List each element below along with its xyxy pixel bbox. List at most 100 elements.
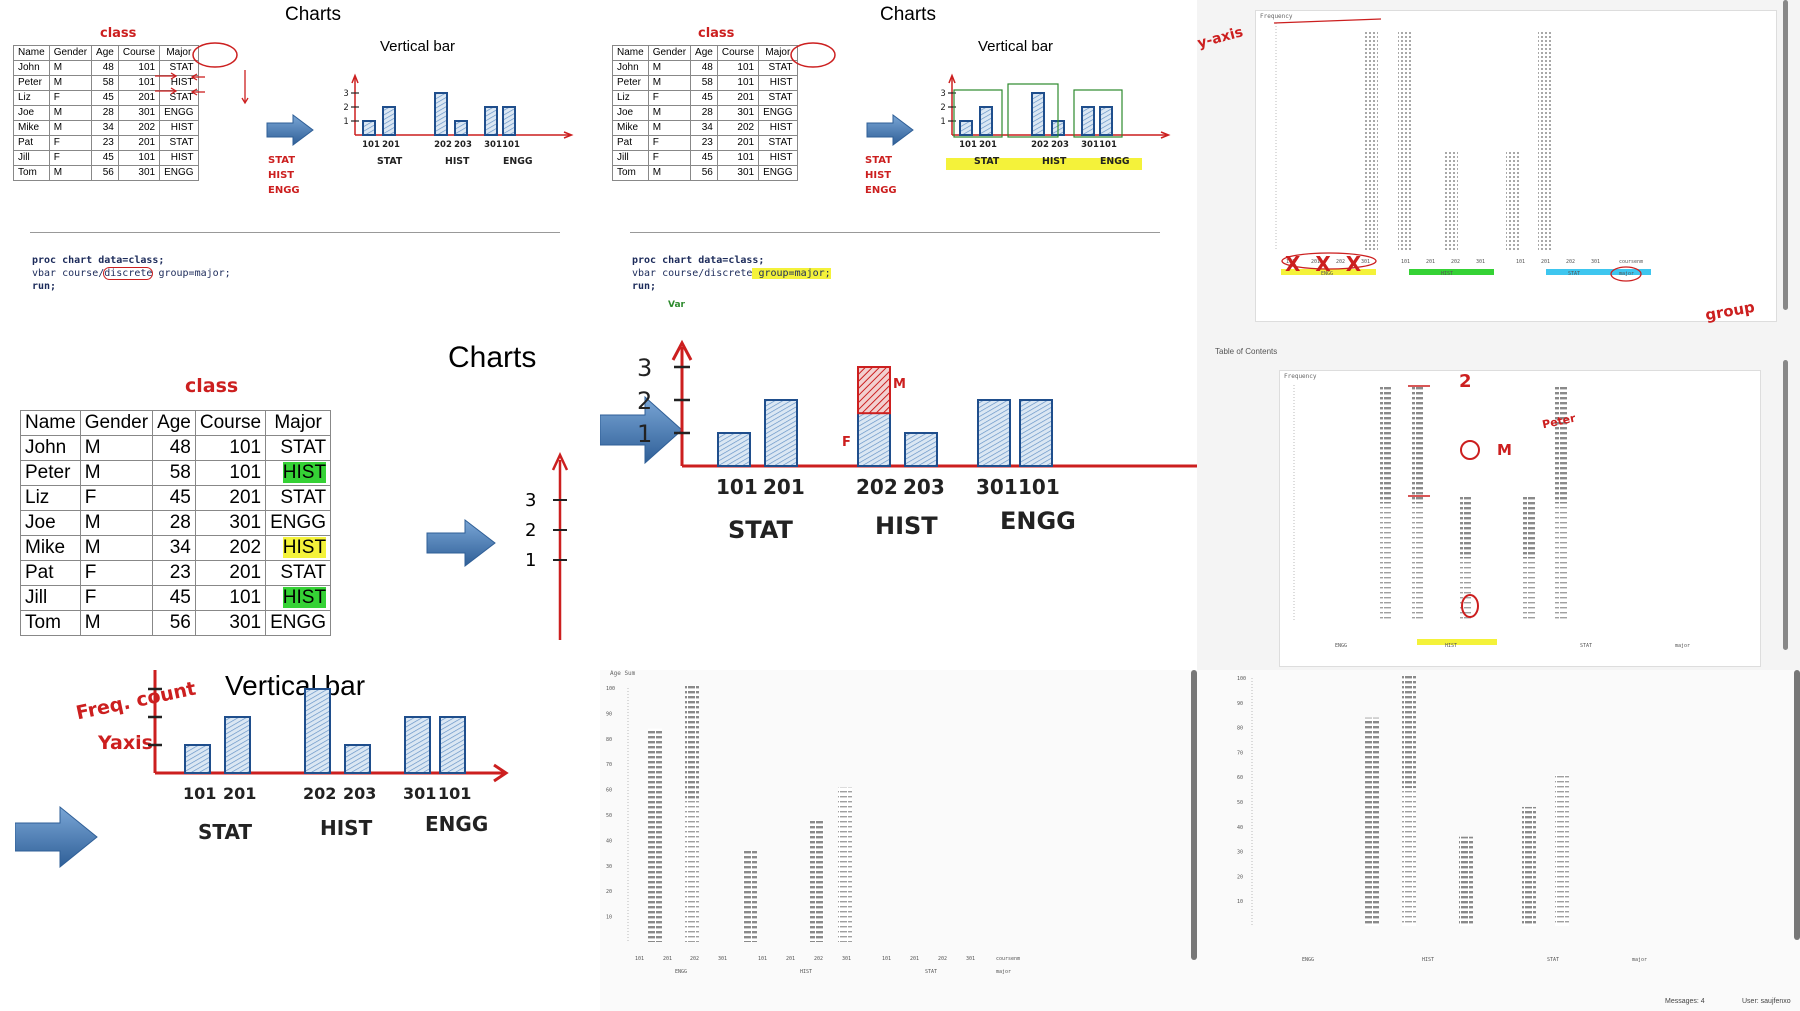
table-label: class [185,375,239,397]
annot-m: M [1497,441,1512,459]
video-panel-3[interactable]: Frequency 101 201 202 301 101 201 202 301 101 201… [1197,0,1800,335]
table-row: Pat F 23 201 STAT [612,135,798,151]
axis-label: major [996,969,1011,975]
x-tick-label: 202 [1336,259,1345,265]
bar-segment [1459,836,1473,926]
status-user: User: saujfenxo [1742,998,1791,1005]
scrollbar[interactable] [1783,360,1788,650]
table-header-row: Name Gender Age Course Major [612,45,798,61]
group-highlight [1281,269,1376,275]
slide-divider [630,232,1160,233]
x-tick-label: 201 [979,140,997,150]
y-tick-label: 2 [940,103,945,113]
table-cell: M [79,510,154,536]
group-label: STAT [1580,643,1592,649]
table-row: Liz F 45 201 STAT [20,485,332,511]
margin-notes: STAT HIST ENGG [865,153,897,198]
yaxis-annotation: Yaxis [98,732,153,754]
table-cell: 101 [194,460,267,486]
axis-label: major [1619,271,1634,277]
table-cell: F [79,485,154,511]
video-panel-7[interactable]: Age Sum 100 90 80 70 60 50 40 30 20 10 101 201 202 30… [600,670,1197,1011]
video-panel-4[interactable]: Charts class Name Gender Age Course Majo… [0,335,1197,670]
group-label: ENGG [1302,957,1314,963]
bar [1031,92,1045,136]
table-cell: 201 [716,135,760,151]
x-tick-label: 101 [1018,475,1060,499]
table-cell: John [20,435,81,461]
col-header: Name [13,45,50,61]
table-cell: ENGG [159,105,199,121]
scrollbar[interactable] [1794,670,1800,940]
x-tick-label: 101 [635,956,644,962]
group-highlight [946,158,1142,170]
toc-label[interactable]: Table of Contents [1215,347,1278,356]
y-tick-label: 40 [606,838,612,844]
group-label: HIST [1042,156,1067,167]
group-label: STAT [1547,957,1559,963]
group-label: ENGG [1000,507,1076,535]
table-cell: Pat [20,560,81,586]
scrollbar[interactable] [1191,670,1197,960]
table-cell: Mike [20,535,81,561]
x-tick-label: 101 [1286,259,1295,265]
table-cell: ENGG [265,610,332,636]
video-panel-8[interactable]: 100 90 80 70 60 50 40 30 20 10 ENGG HIST STAT major M… [1197,670,1800,1011]
x-tick-label: 301 [484,140,502,150]
video-panel-5[interactable]: Table of Contents Frequency ENGG HIST STAT… [1197,335,1800,670]
table-row: Peter M 58 101 HIST [13,75,199,91]
table-cell: 101 [716,150,760,166]
code-line-1: proc chart data=class; [632,255,765,266]
code-line-1: proc chart data=class; [32,255,165,266]
col-header: Age [91,45,119,61]
video-panel-6[interactable]: Vertical bar Freq. count Yaxis 101 201 202… [0,670,600,1011]
table-cell: Joe [612,105,649,121]
table-cell: Jill [13,150,50,166]
table-cell: Pat [612,135,649,151]
group-box [953,89,1003,138]
x-tick-label: 101 [183,784,216,803]
sas-ascii-sum-chart: 100 90 80 70 60 50 40 30 20 10 101 201 202 301 101 201 2… [606,685,1020,975]
y-tick-label: 2 [343,103,348,113]
x-tick-label: 301 [403,784,436,803]
scrollbar[interactable] [1783,0,1788,310]
table-cell: Liz [612,90,649,106]
group-label: HIST [1441,271,1453,277]
y-tick-label: 3 [940,89,945,99]
col-header: Gender [79,410,154,436]
table-cell: Mike [13,120,50,136]
x-axis-arrow [1160,131,1171,139]
major-highlight: HIST [282,537,327,558]
x-tick-label: 301 [976,475,1018,499]
video-panel-2[interactable]: Charts class Vertical bar Name Gender Ag… [600,0,1197,335]
y-tick: 2 [525,520,536,541]
status-messages[interactable]: Messages: 4 [1665,998,1705,1005]
chart-label: Vertical bar [225,670,366,701]
group-label: HIST [1445,643,1457,649]
table-cell: F [647,150,692,166]
y-tick-label: 60 [1237,775,1243,781]
group-label: ENGG [1100,156,1130,167]
table-cell: HIST [159,120,199,136]
bar-segment [1523,558,1535,621]
bar [382,106,396,136]
margin-note: HIST [268,170,295,181]
table-cell: M [79,610,154,636]
margin-note: STAT [268,155,296,166]
table-cell: 23 [152,560,196,586]
group-label: ENGG [1321,271,1333,277]
axis-label: coursenm [1619,259,1643,265]
bar [362,120,376,136]
table-cell: HIST [758,150,798,166]
x-tick-label: 201 [663,956,672,962]
y-tick-label: 20 [606,889,612,895]
table-cell: 28 [152,510,196,536]
annot-circle [1610,266,1642,282]
frequency-label: Frequency [1260,13,1293,20]
table-cell: Jill [20,585,81,611]
video-panel-1[interactable]: Charts class Vertical bar Name Gender Ag… [0,0,600,335]
group-label: ENGG [1335,643,1347,649]
table-cell: 202 [117,120,161,136]
